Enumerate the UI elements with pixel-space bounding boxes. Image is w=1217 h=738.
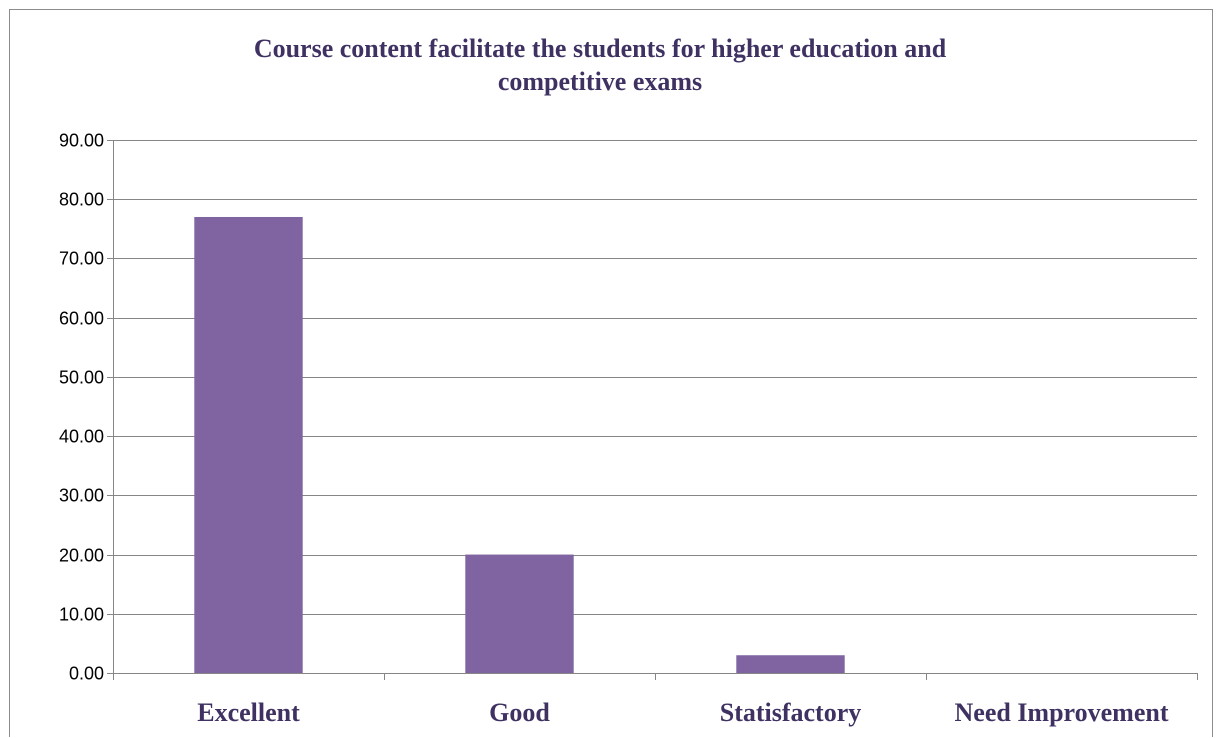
y-tick-label: 0.00 xyxy=(69,664,104,684)
bar-statisfactory xyxy=(736,655,845,673)
axes xyxy=(107,140,1198,680)
y-tick-label: 10.00 xyxy=(59,605,104,625)
y-tick-label: 40.00 xyxy=(59,427,104,447)
x-tick-label: Statisfactory xyxy=(720,698,862,727)
x-tick-label: Good xyxy=(489,698,550,727)
bar-good xyxy=(465,554,574,673)
y-tick-label: 30.00 xyxy=(59,486,104,506)
bar-excellent xyxy=(194,216,303,673)
y-tick-label: 20.00 xyxy=(59,546,104,566)
y-tick-label: 90.00 xyxy=(59,131,104,151)
x-tick-label: Need Improvement xyxy=(955,698,1169,727)
tick-labels: 0.00 10.00 20.00 30.00 40.00 50.00 60.00 70.00 8… xyxy=(59,131,1169,728)
y-tick-label: 50.00 xyxy=(59,368,104,388)
y-tick-label: 70.00 xyxy=(59,249,104,269)
x-tick-label: Excellent xyxy=(197,698,300,727)
bars xyxy=(194,216,845,673)
y-tick-label: 80.00 xyxy=(59,190,104,210)
y-tick-label: 60.00 xyxy=(59,309,104,329)
chart-title: Course content facilitate the students f… xyxy=(253,34,947,96)
